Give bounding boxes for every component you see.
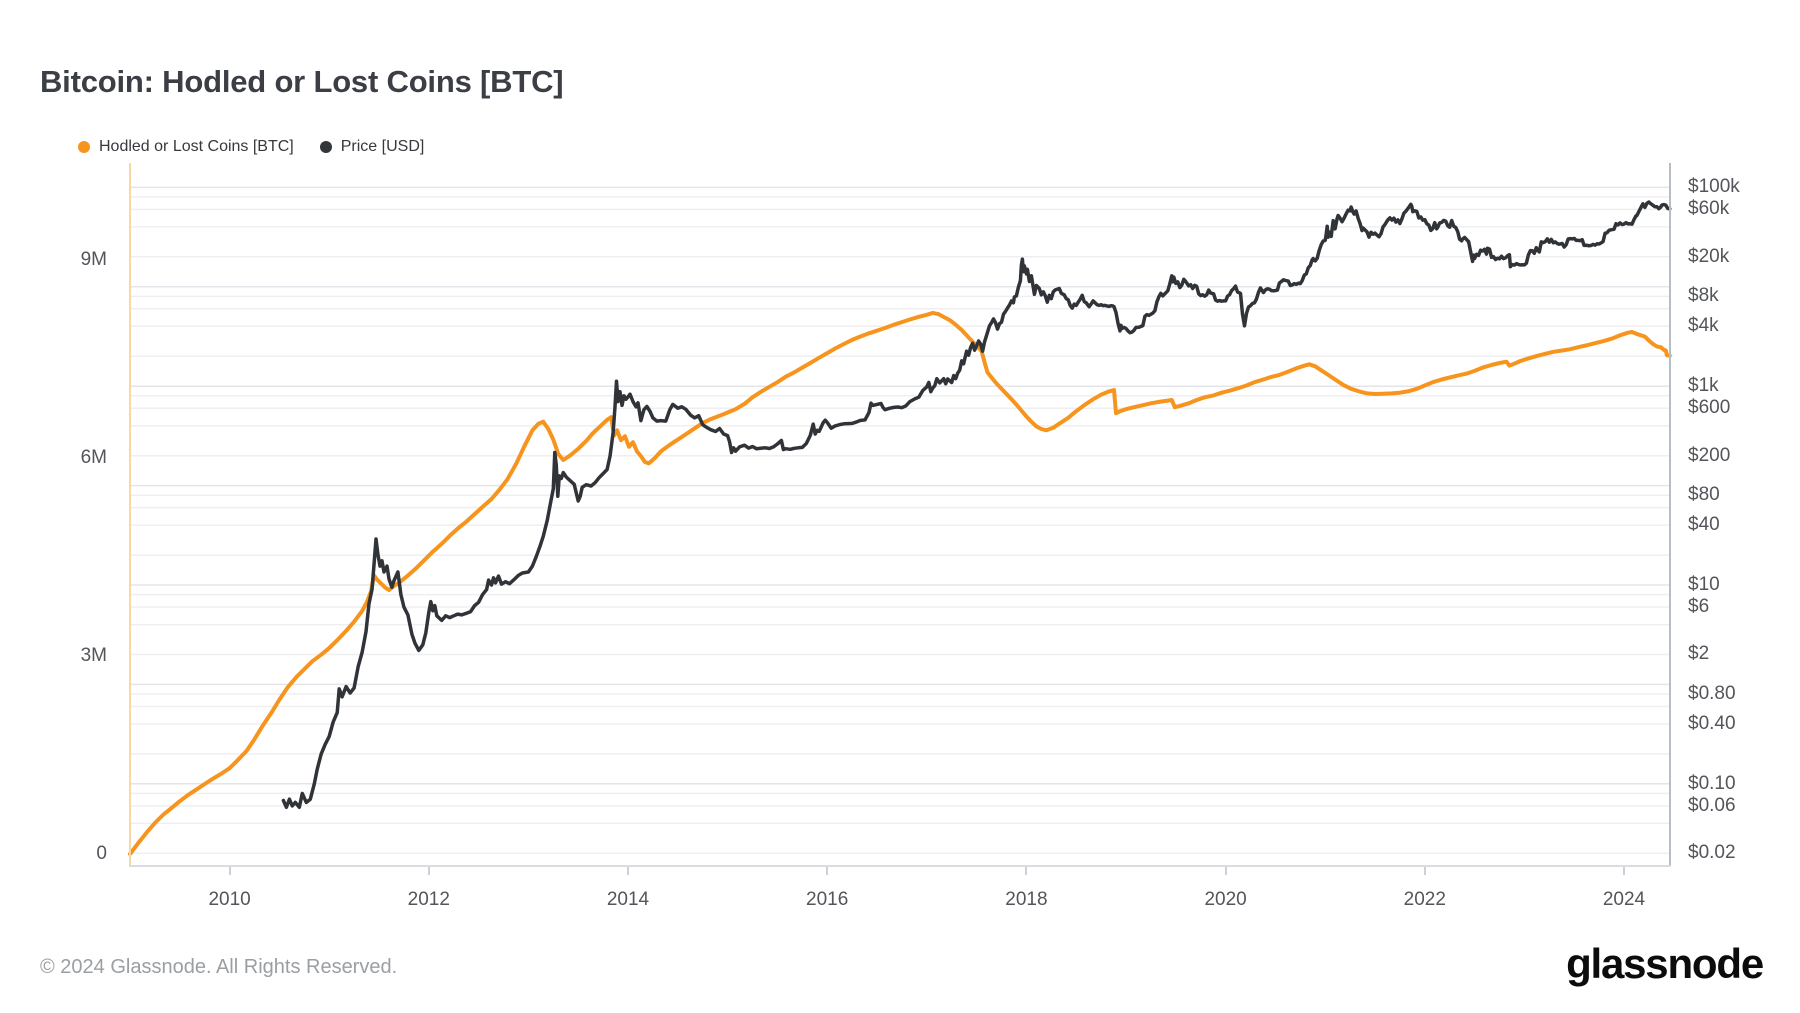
price-axis-label: $200 [1688, 444, 1731, 466]
btc-axis-label: 0 [96, 842, 107, 864]
price-axis-label: $6 [1688, 596, 1710, 618]
price-axis-label: $2 [1688, 643, 1710, 665]
year-axis-label: 2022 [1403, 889, 1446, 910]
price-axis-label: $8k [1688, 285, 1719, 307]
price-axis-label: $10 [1688, 573, 1720, 595]
legend-label-hodled: Hodled or Lost Coins [BTC] [99, 138, 294, 155]
btc-axis-label: 6M [80, 447, 107, 469]
price-axis-label: $4k [1688, 315, 1719, 337]
price-axis-label: $1k [1688, 375, 1719, 397]
x-axis-tick [1622, 867, 1625, 875]
glassnode-logo[interactable]: glassnode [1566, 940, 1764, 987]
x-axis-tick [228, 867, 231, 875]
price-series-dot-icon [319, 141, 332, 153]
price-series-line[interactable] [281, 200, 1672, 810]
btc-axis-label: 3M [80, 645, 107, 666]
price-axis-label: $80 [1688, 484, 1720, 506]
year-axis-label: 2016 [806, 889, 849, 910]
x-axis-tick [1423, 867, 1426, 875]
x-axis-tick [427, 867, 430, 875]
year-axis-label: 2020 [1204, 889, 1247, 910]
price-axis-label: $0.80 [1688, 683, 1736, 705]
year-axis-label: 2010 [208, 889, 251, 910]
x-axis-tick [826, 867, 829, 875]
price-axis-label: $20k [1688, 245, 1730, 267]
hodled-series-line[interactable] [128, 310, 1672, 856]
btc-axis-label: 9M [80, 249, 107, 271]
price-axis-label: $100k [1688, 176, 1740, 198]
price-axis-label: $0.40 [1688, 712, 1736, 734]
copyright-text: © 2024 Glassnode. All Rights Reserved. [40, 956, 398, 978]
year-axis-label: 2012 [407, 889, 450, 910]
price-axis-label: $0.10 [1688, 772, 1736, 794]
legend-label-price: Price [USD] [340, 138, 425, 155]
price-axis-label: $600 [1688, 397, 1731, 419]
price-axis-label: $0.06 [1688, 794, 1736, 816]
year-axis-label: 2018 [1005, 889, 1048, 910]
legend-item-price[interactable]: Price [USD] [319, 138, 425, 156]
legend-item-hodled[interactable]: Hodled or Lost Coins [BTC] [78, 138, 294, 156]
year-axis-label: 2024 [1602, 889, 1646, 910]
year-axis-label: 2014 [606, 889, 650, 910]
price-axis-label: $0.02 [1688, 842, 1736, 864]
hodled-series-dot-icon [78, 141, 90, 153]
x-axis-tick [1224, 867, 1227, 875]
left-axis-line [129, 163, 131, 865]
right-axis-line [1669, 163, 1671, 865]
price-axis-label: $40 [1688, 514, 1720, 536]
x-axis-tick [1025, 867, 1028, 875]
x-axis-tick [626, 867, 629, 875]
page-title: Bitcoin: Hodled or Lost Coins [BTC] [40, 64, 564, 99]
chart-legend: Hodled or Lost Coins [BTC] Price [USD] [78, 138, 424, 156]
price-axis-label: $60k [1688, 198, 1730, 220]
x-axis-line [129, 865, 1671, 867]
